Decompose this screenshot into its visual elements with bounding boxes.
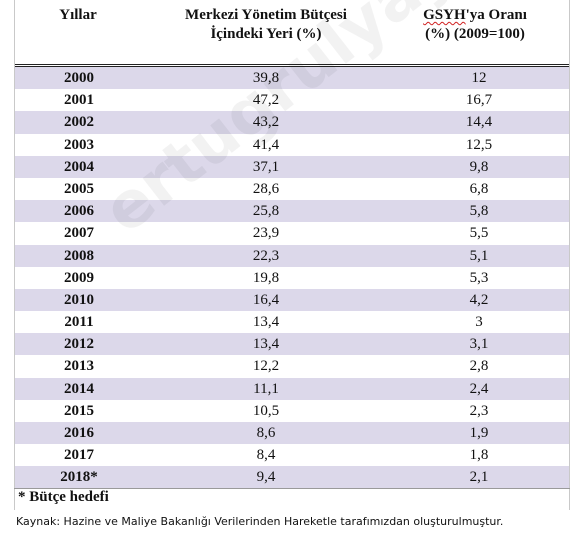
cell-year: 2012 bbox=[64, 336, 94, 353]
cell-budget-share: 37,1 bbox=[252, 158, 280, 175]
table-row: 2017 8,4 1,8 bbox=[14, 444, 570, 466]
cell-budget-share: 13,4 bbox=[252, 314, 280, 331]
cell-year: 2017 bbox=[64, 447, 94, 464]
cell-year: 2003 bbox=[64, 136, 94, 153]
table-row: 2001 47,2 16,7 bbox=[14, 89, 570, 111]
cell-year: 2002 bbox=[64, 114, 94, 131]
cell-year: 2010 bbox=[64, 291, 94, 308]
table-row: 2010 16,4 4,2 bbox=[14, 288, 570, 312]
cell-gdp-ratio: 2,8 bbox=[469, 358, 489, 375]
header-rule-top bbox=[14, 64, 570, 65]
table-row: 2014 11,1 2,4 bbox=[14, 377, 570, 400]
cell-budget-share: 28,6 bbox=[252, 180, 280, 197]
cell-year: 2018* bbox=[60, 469, 98, 486]
cell-gdp-ratio: 9,8 bbox=[469, 158, 489, 175]
cell-year: 2009 bbox=[64, 269, 94, 286]
source-note: Kaynak: Hazine ve Maliye Bakanlığı Veril… bbox=[16, 515, 504, 528]
cell-budget-share: 11,1 bbox=[253, 380, 279, 397]
header-budget-share-line2: İçindeki Yeri (%) bbox=[210, 26, 322, 42]
cell-budget-share: 10,5 bbox=[252, 402, 280, 419]
cell-year: 2014 bbox=[64, 380, 94, 397]
cell-gdp-ratio: 6,8 bbox=[469, 180, 489, 197]
table-row: 2018* 9,4 2,1 bbox=[14, 466, 570, 489]
table-row: 2000 39,8 12 bbox=[14, 67, 570, 90]
cell-year: 2001 bbox=[64, 92, 94, 109]
cell-gdp-ratio: 5,5 bbox=[469, 225, 489, 242]
cell-budget-share: 47,2 bbox=[252, 92, 280, 109]
cell-year: 2005 bbox=[64, 180, 94, 197]
cell-gdp-ratio: 1,9 bbox=[469, 425, 489, 441]
header-gdp-suffix: 'ya Oranı bbox=[465, 7, 527, 23]
cell-year: 2016 bbox=[64, 425, 94, 441]
cell-gdp-ratio: 5,3 bbox=[469, 269, 489, 286]
cell-budget-share: 13,4 bbox=[252, 336, 280, 353]
table-row: 2002 43,2 14,4 bbox=[14, 111, 570, 134]
cell-budget-share: 19,8 bbox=[252, 269, 280, 286]
cell-gdp-ratio: 12,5 bbox=[465, 136, 493, 153]
cell-gdp-ratio: 4,2 bbox=[469, 291, 489, 308]
cell-budget-share: 41,4 bbox=[252, 136, 280, 153]
table-row: 2005 28,6 6,8 bbox=[14, 178, 570, 200]
cell-year: 2011 bbox=[64, 314, 94, 331]
header-gdp-ratio: GSYH'ya Oranı (%) (2009=100) bbox=[380, 6, 570, 72]
header-years: Yıllar bbox=[18, 6, 138, 72]
footnote: * Bütçe hedefi bbox=[18, 489, 109, 505]
header-budget-share: Merkezi Yönetim Bütçesi İçindeki Yeri (%… bbox=[146, 6, 386, 72]
cell-budget-share: 8,6 bbox=[256, 425, 276, 441]
table-row: 2011 13,4 3 bbox=[14, 311, 570, 333]
cell-budget-share: 16,4 bbox=[252, 291, 280, 308]
table-left-border bbox=[14, 0, 15, 510]
cell-year: 2004 bbox=[64, 158, 94, 175]
cell-gdp-ratio: 3,1 bbox=[469, 336, 489, 353]
cell-budget-share: 25,8 bbox=[252, 203, 280, 220]
table-row: 2012 13,4 3,1 bbox=[14, 333, 570, 356]
cell-budget-share: 43,2 bbox=[252, 114, 280, 131]
cell-gdp-ratio: 2,3 bbox=[469, 402, 489, 419]
table-right-border bbox=[569, 0, 570, 510]
header-years-text: Yıllar bbox=[59, 7, 97, 23]
cell-year: 2015 bbox=[64, 402, 94, 419]
cell-gdp-ratio: 3 bbox=[475, 314, 483, 331]
cell-gdp-ratio: 14,4 bbox=[465, 114, 493, 131]
cell-budget-share: 9,4 bbox=[256, 469, 276, 486]
cell-year: 2008 bbox=[64, 247, 94, 264]
cell-year: 2007 bbox=[64, 225, 94, 242]
table-body: 2000 39,8 12 2001 47,2 16,7 2002 43,2 14,4 2003 41… bbox=[14, 67, 570, 489]
table-row: 2003 41,4 12,5 bbox=[14, 134, 570, 156]
table-row: 2016 8,6 1,9 bbox=[14, 422, 570, 445]
table-bottom-rule bbox=[14, 488, 570, 489]
cell-gdp-ratio: 5,8 bbox=[469, 203, 489, 220]
header-rule-bottom bbox=[14, 66, 570, 67]
cell-gdp-ratio: 1,8 bbox=[469, 447, 489, 464]
cell-year: 2000 bbox=[64, 70, 94, 86]
table-row: 2007 23,9 5,5 bbox=[14, 222, 570, 244]
cell-budget-share: 12,2 bbox=[252, 358, 280, 375]
header-gdp-abbrev: GSYH bbox=[423, 7, 466, 23]
cell-gdp-ratio: 16,7 bbox=[465, 92, 493, 109]
table-row: 2013 12,2 2,8 bbox=[14, 355, 570, 377]
cell-budget-share: 23,9 bbox=[252, 225, 280, 242]
header-gdp-ratio-line2: (%) (2009=100) bbox=[425, 26, 525, 42]
cell-budget-share: 22,3 bbox=[252, 247, 280, 264]
cell-gdp-ratio: 2,4 bbox=[469, 380, 489, 397]
cell-gdp-ratio: 2,1 bbox=[469, 469, 489, 486]
table-row: 2015 10,5 2,3 bbox=[14, 400, 570, 422]
table-row: 2008 22,3 5,1 bbox=[14, 244, 570, 267]
table-row: 2006 25,8 5,8 bbox=[14, 200, 570, 223]
cell-year: 2006 bbox=[64, 203, 94, 220]
cell-gdp-ratio: 5,1 bbox=[469, 247, 489, 264]
cell-budget-share: 8,4 bbox=[256, 447, 276, 464]
cell-year: 2013 bbox=[64, 358, 94, 375]
header-budget-share-line1: Merkezi Yönetim Bütçesi bbox=[185, 7, 347, 23]
cell-budget-share: 39,8 bbox=[252, 70, 280, 86]
header-gdp-ratio-line1: GSYH'ya Oranı bbox=[380, 6, 570, 25]
table-row: 2004 37,1 9,8 bbox=[14, 155, 570, 178]
cell-gdp-ratio: 12 bbox=[471, 70, 487, 86]
table-row: 2009 19,8 5,3 bbox=[14, 267, 570, 289]
